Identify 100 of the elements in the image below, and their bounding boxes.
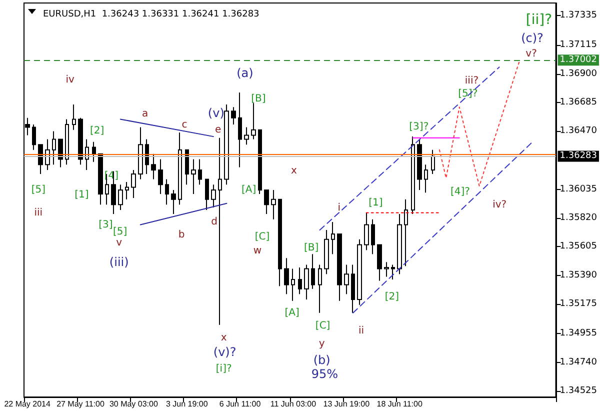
y-tick-label: 1.34740 bbox=[560, 357, 598, 368]
candlestick bbox=[377, 244, 382, 282]
candlestick bbox=[32, 124, 36, 150]
candlestick bbox=[92, 141, 96, 162]
annotation: (iii) bbox=[109, 255, 129, 269]
x-tick-label: 11 Jun 03:00 bbox=[270, 400, 317, 408]
y-tick-label: 1.37335 bbox=[560, 10, 597, 21]
candlestick bbox=[145, 138, 149, 174]
candlestick bbox=[178, 132, 182, 206]
line-series bbox=[438, 61, 520, 186]
annotation: (a) bbox=[236, 66, 254, 80]
x-tick-label: 30 May 03:00 bbox=[109, 400, 158, 408]
x-tick-label: 22 May 2014 bbox=[4, 400, 51, 408]
candlestick bbox=[258, 129, 262, 194]
candlestick bbox=[384, 262, 389, 278]
candlestick bbox=[331, 222, 335, 255]
candlestick bbox=[431, 149, 435, 174]
candlestick bbox=[231, 106, 236, 126]
annotation: v bbox=[116, 238, 122, 248]
candlestick bbox=[417, 138, 422, 190]
annotation: x bbox=[220, 332, 227, 344]
annotation: [C] bbox=[254, 232, 270, 242]
annotation: [2] bbox=[384, 292, 400, 302]
candlestick bbox=[198, 158, 202, 186]
candlestick bbox=[271, 189, 276, 220]
annotation: iii bbox=[34, 208, 43, 218]
annotation: ii bbox=[358, 326, 364, 336]
candlestick bbox=[72, 104, 76, 130]
candlestick bbox=[224, 104, 229, 186]
annotation: (v)? bbox=[213, 345, 236, 359]
candlestick bbox=[318, 264, 322, 314]
candlestick bbox=[397, 214, 402, 275]
candlestick bbox=[311, 254, 315, 290]
annotation: [B] bbox=[304, 242, 319, 254]
candlestick bbox=[291, 268, 295, 302]
candlestick bbox=[251, 102, 256, 140]
candlestick bbox=[364, 212, 369, 251]
annotation: (v) bbox=[208, 106, 224, 120]
x-tick-label: 3 Jun 19:00 bbox=[166, 400, 208, 408]
annotation: [3]? bbox=[409, 122, 429, 132]
annotation: [C] bbox=[315, 320, 330, 332]
candlestick bbox=[404, 198, 408, 267]
candlestick bbox=[238, 92, 242, 168]
text: EURUSD,H1 1.36243 1.36331 1.36241 1.36283 bbox=[43, 10, 260, 20]
annotation: a bbox=[142, 108, 148, 120]
annotation: b bbox=[178, 230, 185, 240]
annotation: [4]? bbox=[450, 186, 470, 198]
candlestick bbox=[371, 218, 375, 255]
candlestick bbox=[218, 137, 222, 326]
candlestick bbox=[131, 169, 136, 198]
annotation: d bbox=[211, 216, 218, 228]
candlestick bbox=[244, 126, 249, 146]
ref-line-label: 1.36283 bbox=[560, 151, 597, 162]
candlestick bbox=[391, 264, 395, 280]
annotation: [i]? bbox=[216, 364, 232, 374]
annotation: [5]? bbox=[458, 88, 478, 100]
candlestick bbox=[151, 153, 156, 180]
candlestick bbox=[38, 144, 43, 174]
annotation: iv? bbox=[492, 200, 507, 210]
candlestick bbox=[344, 264, 349, 295]
candlestick bbox=[278, 198, 282, 287]
candlestick bbox=[411, 136, 415, 215]
candlestick bbox=[171, 189, 176, 215]
annotation: iv bbox=[66, 74, 75, 86]
candlestick bbox=[191, 158, 196, 194]
candlestick bbox=[324, 230, 329, 275]
candlestick bbox=[125, 181, 129, 200]
ref-line-label: 1.37002 bbox=[560, 55, 597, 66]
x-tick-label: 6 Jun 11:00 bbox=[219, 400, 262, 408]
y-tick-label: 1.36900 bbox=[560, 68, 598, 79]
annotation: [B] bbox=[251, 94, 266, 104]
annotation: [5] bbox=[31, 184, 46, 196]
annotation: iii? bbox=[464, 76, 479, 86]
annotation: i bbox=[338, 202, 341, 214]
candlestick bbox=[98, 153, 103, 206]
annotation: [3] bbox=[98, 220, 113, 230]
y-tick-label: 1.34525 bbox=[560, 386, 597, 396]
y-tick-label: 1.35390 bbox=[560, 270, 598, 280]
annotation: (b) bbox=[313, 353, 330, 367]
candlestick bbox=[158, 158, 163, 194]
annotation: x bbox=[291, 166, 298, 176]
annotation: [2] bbox=[90, 126, 104, 136]
annotation: w bbox=[253, 246, 262, 256]
candlestick bbox=[284, 258, 289, 295]
annotation: e bbox=[215, 124, 222, 136]
annotation: [A] bbox=[241, 184, 256, 196]
candlestick bbox=[211, 184, 216, 208]
annotation: [5] bbox=[112, 226, 128, 238]
x-tick-label: 27 May 11:00 bbox=[56, 400, 105, 408]
y-tick-label: 1.35175 bbox=[560, 299, 597, 310]
annotation: y bbox=[318, 338, 325, 350]
candlestick bbox=[424, 164, 428, 194]
annotation: [A] bbox=[284, 308, 300, 318]
x-tick-label: 18 Jun 11:00 bbox=[376, 400, 423, 408]
candlestick bbox=[65, 118, 69, 166]
candlestick bbox=[58, 138, 63, 168]
candlestick bbox=[337, 234, 342, 302]
candlestick bbox=[138, 126, 143, 180]
x-tick-label: 13 Jun 19:00 bbox=[323, 400, 370, 408]
annotation: [1] bbox=[368, 198, 383, 208]
